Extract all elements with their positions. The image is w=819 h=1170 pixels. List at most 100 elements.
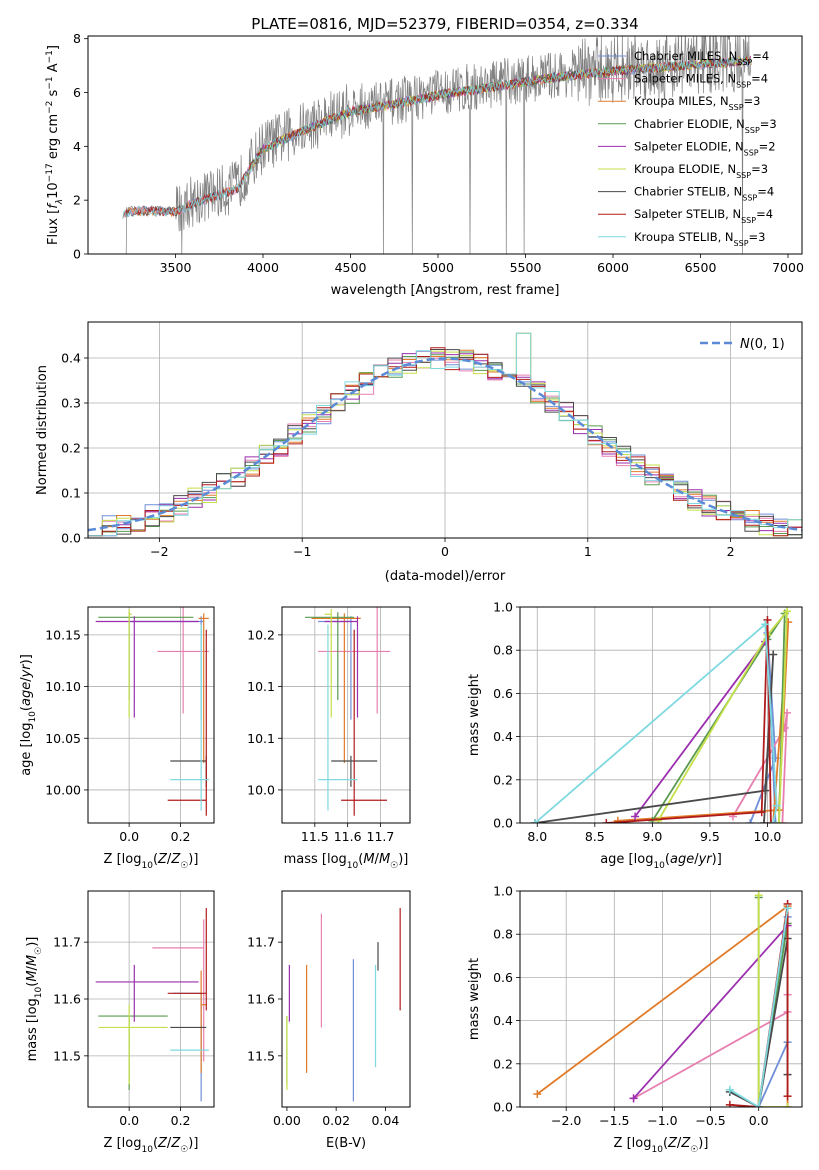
- x-tick-label: −1.0: [647, 1113, 677, 1128]
- y-tick-label: 10.00: [45, 782, 81, 797]
- y-tick-label: 11.6: [53, 992, 81, 1007]
- y-tick-label: 11.7: [53, 935, 81, 950]
- x-axis-label: mass [log10(M/M☉)]: [284, 852, 409, 871]
- y-tick-label: 0.4: [61, 351, 81, 366]
- weight-marker-kroupa-miles: [533, 1090, 542, 1099]
- weight-marker-kroupa-miles: [613, 816, 622, 823]
- x-axis-label: Z [log10(Z/Z☉)]: [104, 1136, 199, 1155]
- y-tick-label: 0.3: [61, 396, 81, 411]
- x-tick-label: 0.00: [273, 1113, 301, 1128]
- x-tick-label: 0.2: [171, 1113, 191, 1128]
- spectrum-title: PLATE=0816, MJD=52379, FIBERID=0354, z=0…: [251, 15, 638, 33]
- weight-line-salpeter-elodie: [634, 641, 766, 818]
- axes-age_vs_Z: 0.0 0.2 10.00 10.05 10.10 10.15 Z [log10(Z/Z☉)…: [19, 606, 215, 871]
- weight-line-kroupa-elodie: [757, 895, 788, 1107]
- plot-area-spectrum: [122, 36, 752, 254]
- y-tick-label: 0.0: [61, 531, 81, 546]
- weight-marker-salpeter-miles: [778, 819, 787, 823]
- weight-marker-salpeter-elodie: [629, 1094, 638, 1103]
- weight-line-kroupa-stelib: [729, 908, 789, 1107]
- y-axis-label: age [log10(age/yr)]: [19, 654, 38, 776]
- weight-marker-salpeter-stelib: [763, 615, 772, 624]
- weight-line-salpeter-elodie: [632, 925, 789, 1099]
- weight-marker-chabrier-miles: [771, 819, 780, 823]
- x-tick-label: 3500: [160, 260, 192, 275]
- model-line-salpeter-stelib: [122, 55, 752, 219]
- weight-marker-kroupa-elodie: [783, 1103, 792, 1107]
- weight-marker-salpeter-stelib: [725, 1100, 734, 1107]
- legend-entry-chabrier-elodie: Chabrier ELODIE, NSSP=3: [634, 117, 777, 135]
- x-tick-label: −1: [293, 544, 311, 559]
- x-tick-label: 11.7: [367, 829, 395, 844]
- weight-marker-kroupa-miles: [784, 618, 793, 627]
- weight-marker-chabrier-miles: [746, 819, 755, 823]
- y-tick-label: 0.8: [493, 927, 513, 942]
- y-axis-label: Flux [fλ10−17 erg cm−2 s−1 A−1]: [45, 45, 65, 245]
- y-tick-label: 0.0: [493, 816, 513, 831]
- axes-frame: [87, 35, 803, 255]
- weight-marker-chabrier-stelib: [760, 819, 769, 823]
- x-tick-label: 7000: [772, 260, 804, 275]
- legend-entry-chabrier-stelib: Chabrier STELIB, NSSP=4: [634, 185, 774, 203]
- weight-marker-kroupa-stelib: [761, 620, 770, 629]
- axes-weight_vs_age: 8.0 8.5 9.0 9.5 10.0 0.0 0.2 0.4 0.6 0.8 1.0 mass w…: [467, 600, 803, 871]
- x-axis-label: age [log10(age/yr)]: [600, 852, 722, 871]
- x-tick-label: 4500: [335, 260, 367, 275]
- x-tick-label: −2: [150, 544, 168, 559]
- x-tick-label: 0.02: [322, 1113, 350, 1128]
- y-tick-label: 10.0: [247, 782, 275, 797]
- x-tick-label: 0.0: [119, 829, 139, 844]
- y-tick-label: 11.5: [247, 1048, 275, 1063]
- weight-marker-kroupa-elodie: [654, 816, 663, 823]
- y-tick-label: 0.2: [493, 772, 513, 787]
- x-tick-label: 1: [584, 544, 592, 559]
- legend-entry-chabrier-miles: Chabrier MILES, NSSP=4: [634, 49, 769, 67]
- x-tick-label: 9.0: [642, 829, 662, 844]
- plot-area-age_vs_Z: [88, 607, 214, 823]
- plot-area-weight_vs_age: [520, 607, 802, 823]
- x-tick-label: 4000: [247, 260, 279, 275]
- x-axis-label: Z [log10(Z/Z☉)]: [614, 1136, 709, 1155]
- weight-line-salpeter-miles: [732, 712, 788, 823]
- y-tick-label: 6: [73, 85, 81, 100]
- weight-line-chabrier-elodie: [651, 610, 786, 823]
- weight-marker-chabrier-stelib: [769, 650, 778, 659]
- model-line-kroupa-stelib: [122, 57, 752, 219]
- axes-mass_vs_ebv: 0.00 0.02 0.04 11.5 11.6 11.7 E(B-V): [247, 890, 411, 1151]
- x-tick-label: 11.6: [334, 829, 362, 844]
- weight-marker-kroupa-stelib: [772, 801, 781, 810]
- y-tick-label: 8: [73, 31, 81, 46]
- legend-entry-kroupa-stelib: Kroupa STELIB, NSSP=3: [634, 230, 765, 248]
- y-tick-label: 0.2: [61, 441, 81, 456]
- y-tick-label: 10.05: [45, 731, 81, 746]
- axes-spectrum: 3500 4000 4500 5000 5500 6000 6500 7000 0 2 4 6 8 wav…: [45, 31, 804, 298]
- weight-marker-kroupa-stelib: [754, 1103, 763, 1107]
- x-tick-label: 5500: [510, 260, 542, 275]
- x-tick-label: 0.04: [371, 1113, 399, 1128]
- weight-marker-kroupa-stelib: [783, 904, 792, 913]
- y-tick-label: 10.1: [247, 679, 275, 694]
- x-tick-label: 8.5: [585, 829, 605, 844]
- x-tick-label: 0: [441, 544, 449, 559]
- plot-area-age_vs_mass: [282, 607, 410, 823]
- weight-marker-salpeter-stelib: [757, 808, 766, 817]
- legend-entry-salpeter-stelib: Salpeter STELIB, NSSP=4: [634, 207, 773, 225]
- weight-marker-kroupa-stelib: [530, 819, 539, 823]
- y-tick-label: 1.0: [493, 600, 513, 615]
- y-tick-label: 0.4: [493, 729, 513, 744]
- y-tick-label: 10.1: [247, 731, 275, 746]
- axes-frame: [281, 606, 411, 824]
- x-axis-label: (data-model)/error: [385, 569, 506, 584]
- x-tick-label: −1.5: [599, 1113, 629, 1128]
- gaussian-curve: [88, 357, 802, 532]
- legend-entry-salpeter-elodie: Salpeter ELODIE, NSSP=2: [634, 139, 776, 157]
- y-tick-label: 11.7: [247, 935, 275, 950]
- axes-age_vs_mass: 11.5 11.6 11.7 10.0 10.1 10.1 10.2 mass [log10(…: [247, 606, 411, 871]
- x-tick-label: 2: [727, 544, 735, 559]
- weight-marker-kroupa-elodie: [754, 891, 763, 900]
- x-tick-label: 5000: [422, 260, 454, 275]
- x-tick-label: 9.5: [700, 829, 720, 844]
- y-tick-label: 0.6: [493, 686, 513, 701]
- y-tick-label: 0.1: [61, 486, 81, 501]
